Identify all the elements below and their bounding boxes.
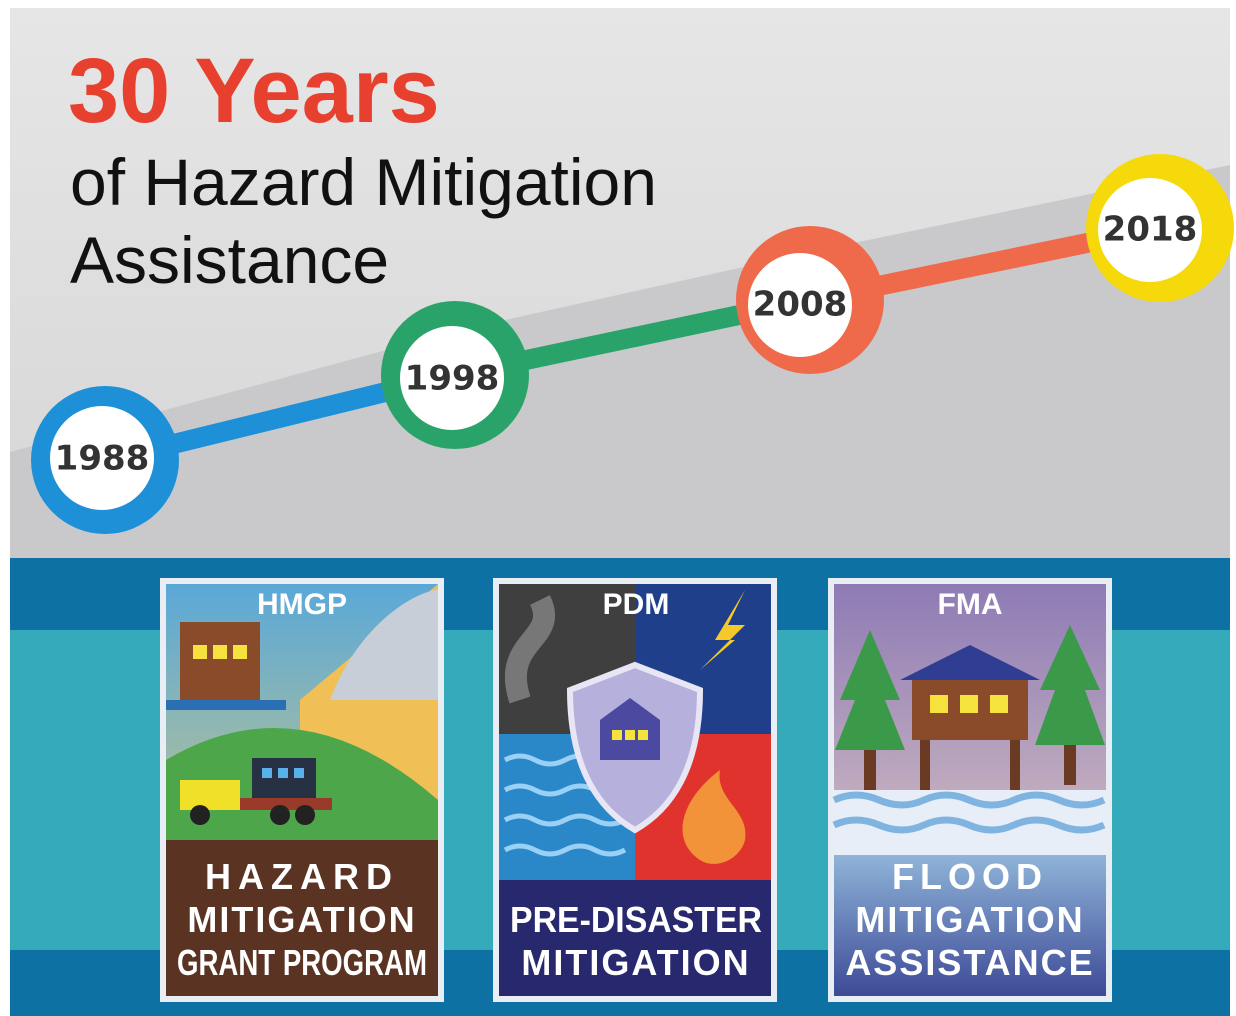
program-card: HMGP HAZARD MITIGATION GRANT PROGRAM xyxy=(160,578,444,1002)
program-acronym: FMA xyxy=(938,588,1003,621)
program-acronym: PDM xyxy=(603,588,670,621)
year: 1988 xyxy=(55,439,150,479)
infographic: 30 Years of Hazard Mitigation Assistance… xyxy=(0,0,1236,1016)
subtitle: of Hazard Mitigation xyxy=(70,145,657,219)
program-acronym: HMGP xyxy=(257,588,347,621)
year: 2018 xyxy=(1103,210,1198,250)
program-name: PRE-DISASTER xyxy=(510,899,762,940)
program-name: MITIGATION xyxy=(187,899,416,940)
year: 1998 xyxy=(405,359,500,399)
year: 2008 xyxy=(753,285,848,325)
timeline-node: 1988 xyxy=(31,386,179,534)
program-name: HAZARD xyxy=(205,856,399,897)
program-name: GRANT PROGRAM xyxy=(177,942,427,983)
page: 30 Years of Hazard Mitigation Assistance… xyxy=(0,0,1236,1016)
program-name: MITIGATION xyxy=(521,942,750,983)
program-card: FMA FLOOD MITIGATION ASSISTANCE xyxy=(828,578,1112,1002)
program-name: ASSISTANCE xyxy=(845,942,1094,983)
timeline-node: 1998 xyxy=(381,301,529,449)
timeline-node: 2008 xyxy=(736,226,884,374)
program-name: FLOOD xyxy=(892,856,1048,897)
timeline-node: 2018 xyxy=(1086,154,1234,302)
subtitle: Assistance xyxy=(70,223,389,297)
program-card: PDM PRE-DISASTER MITIGATION xyxy=(493,578,777,1002)
title: 30 Years xyxy=(68,40,440,142)
program-name: MITIGATION xyxy=(855,899,1084,940)
